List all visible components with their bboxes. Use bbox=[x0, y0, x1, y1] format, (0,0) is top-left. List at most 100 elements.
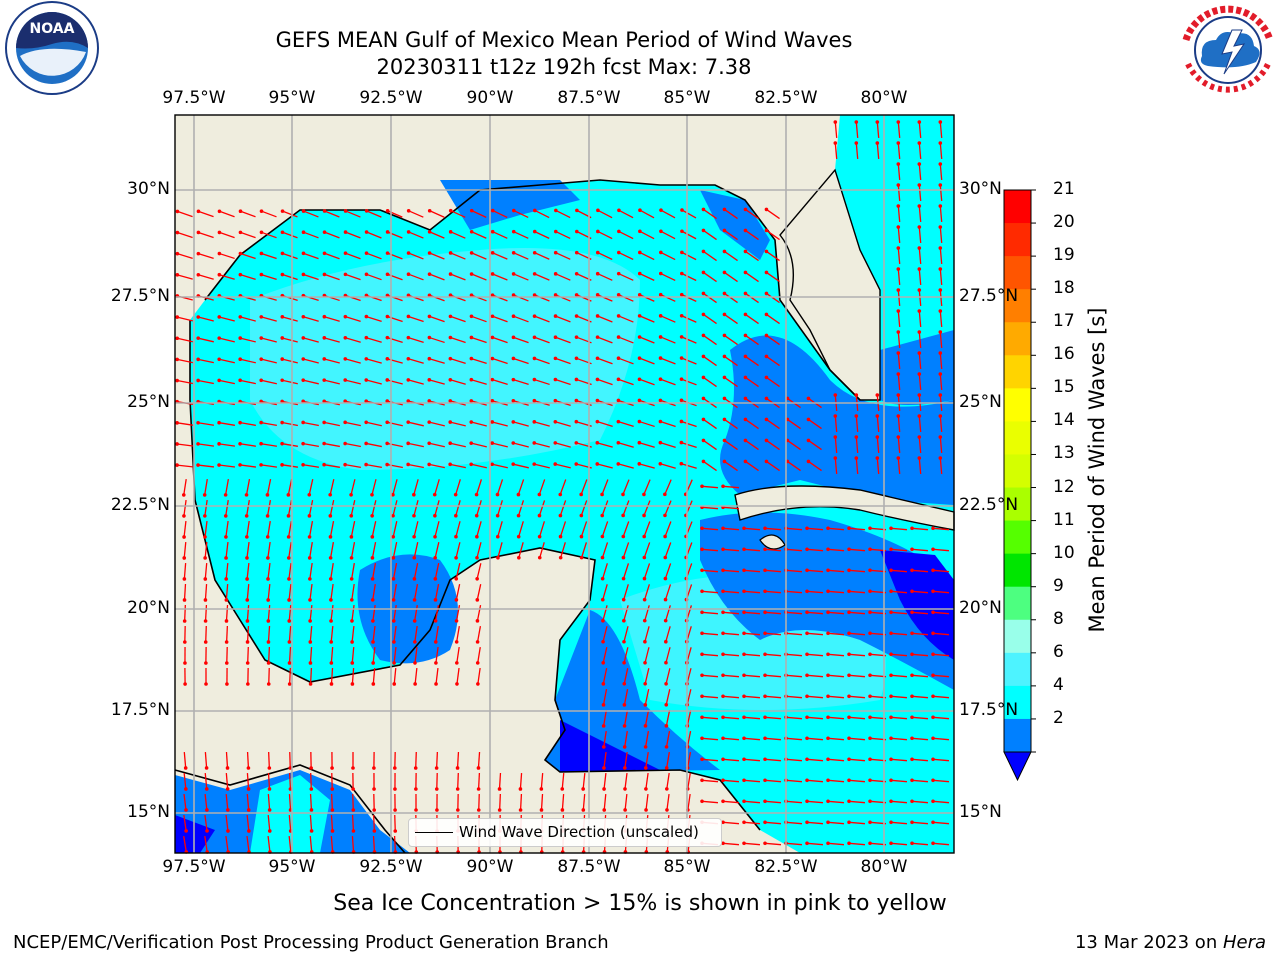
wave-arrow-head bbox=[742, 778, 746, 783]
wave-arrow-head bbox=[664, 745, 669, 749]
wave-direction-arrow bbox=[177, 337, 193, 343]
noaa-logo: NOAA bbox=[5, 1, 99, 95]
wave-direction-arrow bbox=[387, 273, 403, 281]
wave-direction-arrow bbox=[639, 251, 655, 261]
wave-arrow-head bbox=[259, 272, 264, 277]
wave-arrow-head bbox=[889, 757, 893, 762]
wave-direction-arrow bbox=[225, 835, 229, 853]
wave-arrow-head bbox=[643, 639, 647, 644]
wave-direction-arrow bbox=[918, 205, 922, 223]
wave-direction-arrow bbox=[372, 667, 376, 685]
wave-direction-arrow bbox=[394, 814, 396, 832]
wave-arrow-head bbox=[322, 441, 326, 446]
wave-arrow-head bbox=[658, 419, 663, 424]
wave-direction-arrow bbox=[183, 541, 187, 559]
wave-direction-arrow bbox=[309, 542, 313, 558]
wave-arrow-head bbox=[742, 589, 746, 594]
wave-arrow-head bbox=[910, 673, 914, 678]
wave-arrow-head bbox=[553, 356, 558, 361]
wave-arrow-head bbox=[910, 526, 914, 531]
wave-direction-arrow bbox=[724, 208, 738, 220]
wave-direction-arrow bbox=[722, 632, 740, 636]
wave-arrow-head bbox=[616, 440, 621, 445]
wave-arrow-head bbox=[721, 568, 725, 573]
wave-direction-arrow bbox=[939, 205, 943, 223]
wave-arrow-head bbox=[385, 399, 390, 403]
colorbar-segment bbox=[1004, 619, 1031, 654]
wave-direction-arrow bbox=[897, 268, 901, 286]
wave-direction-arrow bbox=[890, 527, 908, 531]
wave-direction-arrow bbox=[918, 289, 922, 307]
florida-land bbox=[779, 168, 881, 401]
wave-direction-arrow bbox=[303, 231, 319, 239]
wave-direction-arrow bbox=[722, 485, 740, 489]
wave-direction-arrow bbox=[240, 379, 256, 385]
wave-arrow-head bbox=[917, 435, 922, 439]
wave-arrow-head bbox=[721, 736, 725, 741]
wave-arrow-head bbox=[938, 225, 943, 229]
wave-direction-arrow bbox=[703, 208, 717, 220]
wave-direction-arrow bbox=[288, 625, 292, 643]
wave-direction-arrow bbox=[225, 772, 229, 790]
wave-direction-arrow bbox=[681, 463, 697, 469]
wave-arrow-head bbox=[663, 555, 668, 560]
wave-direction-arrow bbox=[665, 689, 671, 705]
wave-direction-arrow bbox=[559, 500, 567, 516]
wave-direction-arrow bbox=[939, 268, 943, 286]
wave-direction-arrow bbox=[623, 647, 629, 663]
wave-direction-arrow bbox=[618, 378, 634, 386]
wave-direction-arrow bbox=[456, 667, 460, 685]
wave-arrow-head bbox=[204, 682, 208, 686]
wave-direction-arrow bbox=[324, 337, 340, 343]
wave-arrow-head bbox=[875, 141, 880, 145]
wave-direction-arrow bbox=[351, 563, 355, 579]
wave-arrow-head bbox=[700, 694, 704, 699]
wave-direction-arrow bbox=[225, 520, 229, 538]
wave-direction-arrow bbox=[240, 316, 256, 322]
wave-arrow-head bbox=[663, 618, 668, 623]
wave-direction-arrow bbox=[834, 142, 838, 160]
wave-direction-arrow bbox=[183, 520, 187, 538]
wave-arrow-head bbox=[743, 291, 748, 296]
wave-direction-arrow bbox=[476, 584, 482, 600]
wave-arrow-head bbox=[427, 314, 432, 319]
wave-direction-arrow bbox=[665, 605, 671, 621]
colorbar-segment bbox=[1004, 586, 1031, 621]
wave-arrow-head bbox=[349, 577, 354, 581]
wave-direction-arrow bbox=[366, 231, 382, 239]
wave-arrow-head bbox=[226, 808, 230, 812]
wave-direction-arrow bbox=[603, 751, 607, 769]
wave-direction-arrow bbox=[246, 751, 250, 769]
wave-direction-arrow bbox=[766, 460, 780, 472]
wave-arrow-head bbox=[238, 357, 243, 362]
wave-direction-arrow bbox=[517, 500, 525, 516]
wave-direction-arrow bbox=[303, 442, 319, 448]
wave-arrow-head bbox=[427, 272, 432, 276]
wave-direction-arrow bbox=[686, 752, 692, 768]
wave-arrow-head bbox=[448, 377, 453, 382]
wave-arrow-head bbox=[595, 293, 600, 297]
wave-arrow-head bbox=[805, 547, 809, 552]
wave-arrow-head bbox=[448, 251, 453, 255]
wave-direction-arrow bbox=[534, 421, 550, 427]
wave-arrow-head bbox=[371, 682, 376, 686]
wave-direction-arrow bbox=[618, 273, 634, 281]
wave-arrow-head bbox=[469, 314, 474, 319]
wave-arrow-head bbox=[406, 378, 411, 382]
wave-arrow-head bbox=[328, 577, 333, 581]
wave-direction-arrow bbox=[701, 527, 719, 531]
wave-direction-arrow bbox=[310, 772, 312, 790]
wave-arrow-head bbox=[469, 251, 474, 255]
wave-arrow-head bbox=[854, 414, 859, 418]
wave-arrow-head bbox=[806, 396, 811, 401]
wave-arrow-head bbox=[910, 799, 914, 804]
wave-direction-arrow bbox=[743, 632, 761, 636]
wave-arrow-head bbox=[581, 787, 585, 791]
wave-arrow-head bbox=[308, 682, 313, 686]
wave-arrow-head bbox=[764, 270, 769, 275]
wave-direction-arrow bbox=[722, 779, 740, 783]
wave-direction-arrow bbox=[176, 422, 194, 426]
wave-direction-arrow bbox=[848, 674, 866, 678]
wave-arrow-head bbox=[595, 398, 600, 403]
wave-direction-arrow bbox=[806, 548, 824, 552]
